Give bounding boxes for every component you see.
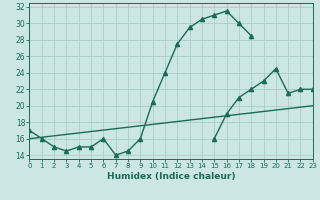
X-axis label: Humidex (Indice chaleur): Humidex (Indice chaleur) — [107, 172, 236, 181]
